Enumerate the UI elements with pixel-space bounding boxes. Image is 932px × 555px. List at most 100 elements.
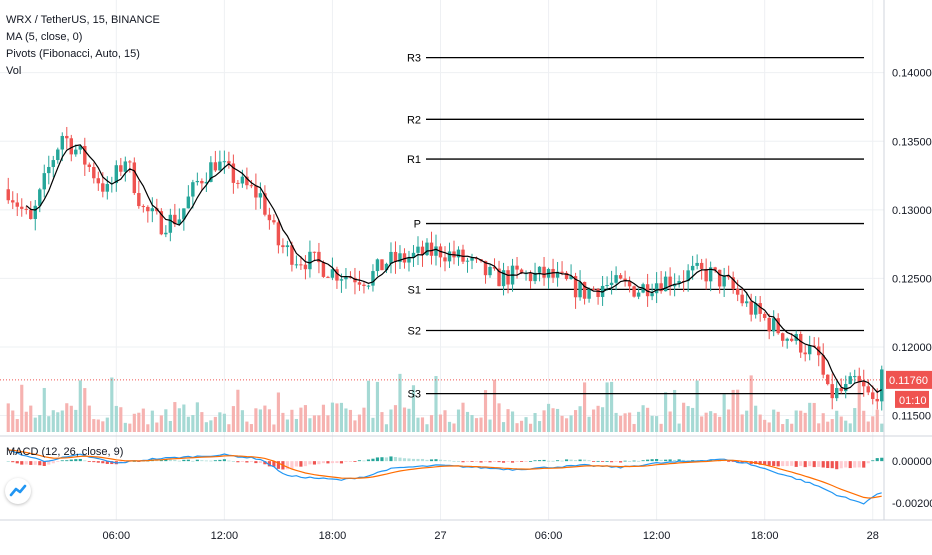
- macd-histogram-bar: [299, 461, 303, 467]
- candle-body: [821, 355, 825, 375]
- candle-body: [555, 271, 560, 278]
- candle-body: [389, 251, 393, 264]
- candle-body: [92, 166, 96, 179]
- candle-body: [717, 269, 722, 287]
- volume-bar: [794, 410, 798, 432]
- volume-bar: [366, 380, 371, 432]
- candle-body: [146, 206, 150, 212]
- macd-histogram-bar: [758, 461, 762, 465]
- candle: [587, 287, 591, 303]
- macd-histogram-bar: [848, 461, 852, 469]
- macd-histogram: [6, 456, 884, 470]
- volume-bar: [492, 379, 497, 432]
- macd-histogram-bar: [38, 461, 42, 466]
- candle: [114, 160, 119, 192]
- current-price-label: 0.11760: [889, 375, 928, 387]
- candle-body: [177, 219, 182, 225]
- candle-body: [591, 289, 596, 291]
- macd-histogram-bar: [132, 461, 136, 462]
- candle-body: [317, 251, 321, 263]
- candle-body: [474, 257, 479, 260]
- volume-bar: [20, 384, 24, 432]
- pivot-label: R2: [407, 114, 421, 126]
- volume-bar: [704, 412, 708, 432]
- time-axis: 06:00 12:00 18:00 27 06:00 12:00 18:00 28: [103, 530, 879, 542]
- candle-body: [141, 206, 146, 208]
- candle-body: [276, 222, 281, 246]
- volume-bar: [146, 424, 150, 432]
- volume-bar: [812, 402, 816, 432]
- candle-body: [236, 182, 240, 184]
- macd-histogram-bar: [835, 461, 839, 470]
- candle: [312, 251, 317, 262]
- volume-bar: [866, 421, 870, 432]
- pivots-indicator-label[interactable]: Pivots (Fibonacci, Auto, 15): [6, 48, 140, 60]
- macd-histogram-bar: [245, 461, 249, 463]
- candle-body: [222, 161, 227, 163]
- candle: [42, 164, 46, 198]
- candle-body: [114, 165, 119, 184]
- candle-body: [42, 173, 46, 190]
- candle: [276, 220, 281, 254]
- macd-histogram-bar: [564, 459, 569, 462]
- candle-body: [245, 176, 249, 186]
- volume-bar: [317, 415, 321, 432]
- volume-bar: [848, 423, 852, 432]
- volume-bar: [510, 411, 515, 432]
- macd-histogram-bar: [236, 461, 240, 463]
- volume-bar: [528, 423, 533, 432]
- volume-bar: [24, 411, 28, 432]
- volume-bar: [880, 423, 884, 432]
- macd-histogram-bar: [812, 461, 816, 468]
- volume-bar: [664, 392, 668, 432]
- candle-body: [537, 266, 542, 273]
- candle: [555, 261, 560, 287]
- volume-bar: [15, 419, 19, 432]
- candle-body: [375, 259, 380, 272]
- candle-body: [654, 283, 659, 294]
- time-tick-label: 06:00: [103, 530, 131, 542]
- candle: [686, 264, 690, 292]
- candle: [452, 240, 456, 265]
- candle: [141, 204, 146, 213]
- volume-bar: [312, 415, 317, 432]
- candle: [321, 260, 326, 278]
- macd-histogram-bar: [583, 459, 587, 462]
- tradingview-logo-icon[interactable]: [5, 478, 31, 504]
- volume-bar: [601, 407, 605, 432]
- volume-bar: [826, 421, 830, 432]
- candle-body: [218, 161, 222, 171]
- symbol-label[interactable]: WRX / TetherUS, 15, BINANCE: [6, 14, 160, 26]
- volume-bar: [60, 410, 64, 432]
- macd-histogram-bar: [69, 459, 73, 462]
- ma-line: [25, 144, 882, 393]
- volume-bar: [857, 375, 861, 432]
- macd-histogram-bar: [821, 461, 825, 468]
- macd-histogram-bar: [155, 460, 159, 462]
- price-axis: 0.14000 0.13500 0.13000 0.12500 0.12000 0.115…: [886, 68, 932, 510]
- volume-indicator-label[interactable]: Vol: [6, 65, 22, 77]
- volume-bar: [564, 418, 569, 432]
- volume-bar: [533, 413, 537, 432]
- macd-histogram-bar: [348, 461, 353, 462]
- macd-histogram-bar: [56, 461, 60, 462]
- macd-histogram-bar: [65, 460, 69, 462]
- candle-body: [33, 205, 37, 219]
- candle: [6, 177, 10, 204]
- macd-histogram-bar: [659, 459, 663, 462]
- candle-body: [285, 245, 290, 248]
- volume-bar: [6, 403, 10, 432]
- volume-bar: [245, 421, 249, 432]
- macd-tick-label: -0.00200: [892, 498, 932, 510]
- candle-body: [159, 211, 164, 235]
- price-tick-label: 0.12500: [892, 273, 932, 285]
- candle-body: [398, 253, 402, 262]
- candle-body: [24, 208, 28, 210]
- ma-indicator-label[interactable]: MA (5, close, 0): [6, 31, 83, 43]
- macd-histogram-bar: [83, 460, 87, 462]
- candle: [785, 337, 789, 349]
- macd-histogram-bar: [524, 461, 528, 462]
- volume-bar: [659, 423, 663, 432]
- macd-indicator-label[interactable]: MACD (12, 26, close, 9): [6, 446, 124, 458]
